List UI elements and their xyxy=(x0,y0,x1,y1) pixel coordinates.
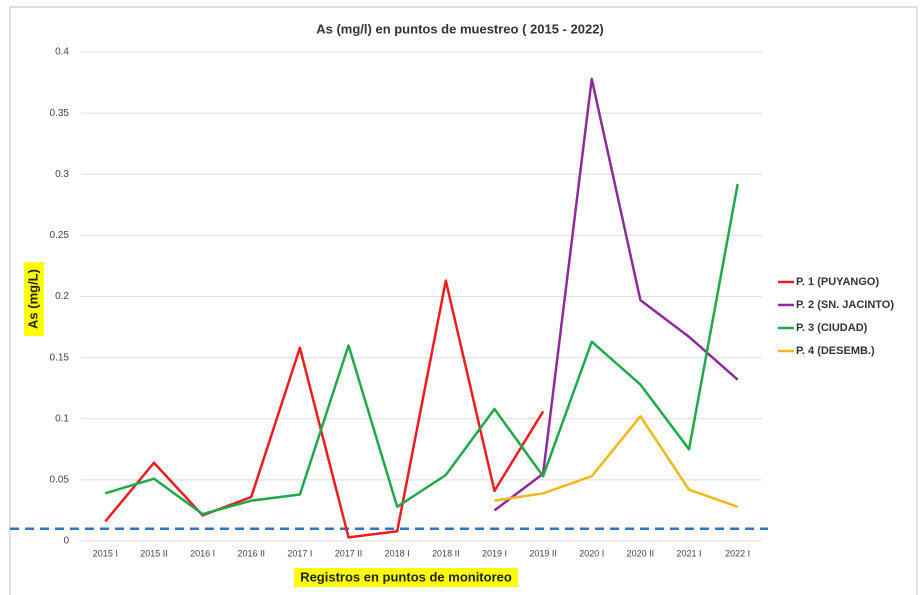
legend-label: P. 2 (SN. JACINTO) xyxy=(796,299,894,311)
x-tick-label: 2018 I xyxy=(385,548,410,558)
x-tick-label: 2020 I xyxy=(579,548,604,558)
x-tick-label: 2015 I xyxy=(93,548,118,558)
y-tick-label: 0.2 xyxy=(55,291,69,302)
series-line xyxy=(104,183,739,516)
y-tick-label: 0 xyxy=(63,536,69,547)
y-tick-label: 0.3 xyxy=(55,169,69,180)
x-tick-label: 2020 II xyxy=(627,548,655,558)
x-tick-label: 2022 I xyxy=(725,548,750,558)
y-label-highlight xyxy=(24,262,44,336)
x-label-highlight xyxy=(294,568,518,587)
x-tick-label: 2016 II xyxy=(237,548,265,558)
y-tick-label: 0.35 xyxy=(50,108,70,119)
y-tick-label: 0.15 xyxy=(50,352,70,363)
y-tick-label: 0.1 xyxy=(55,413,69,424)
x-tick-label: 2021 I xyxy=(677,548,702,558)
y-tick-label: 0.4 xyxy=(55,47,69,58)
legend-label: P. 3 (CIUDAD) xyxy=(796,322,868,334)
x-axis-label: Registros en puntos de monitoreo xyxy=(300,569,512,584)
x-tick-label: 2016 I xyxy=(190,548,215,558)
series-line xyxy=(493,77,739,512)
series-line xyxy=(104,279,545,539)
x-tick-label: 2019 I xyxy=(482,548,507,558)
x-tick-label: 2015 II xyxy=(140,548,168,558)
series-line xyxy=(494,415,739,508)
chart-title: As (mg/l) en puntos de muestreo ( 2015 -… xyxy=(316,21,604,36)
y-tick-label: 0.25 xyxy=(50,230,70,241)
y-tick-label: 0.05 xyxy=(50,475,70,486)
x-tick-label: 2017 I xyxy=(287,548,312,558)
y-axis-label: As (mg/L) xyxy=(25,269,40,329)
x-tick-label: 2018 II xyxy=(432,548,460,558)
legend-label: P. 1 (PUYANGO) xyxy=(796,276,879,288)
chart-frame xyxy=(9,6,918,595)
x-tick-label: 2017 II xyxy=(335,548,363,558)
legend-label: P. 4 (DESEMB.) xyxy=(796,345,875,357)
x-tick-label: 2019 II xyxy=(529,548,557,558)
